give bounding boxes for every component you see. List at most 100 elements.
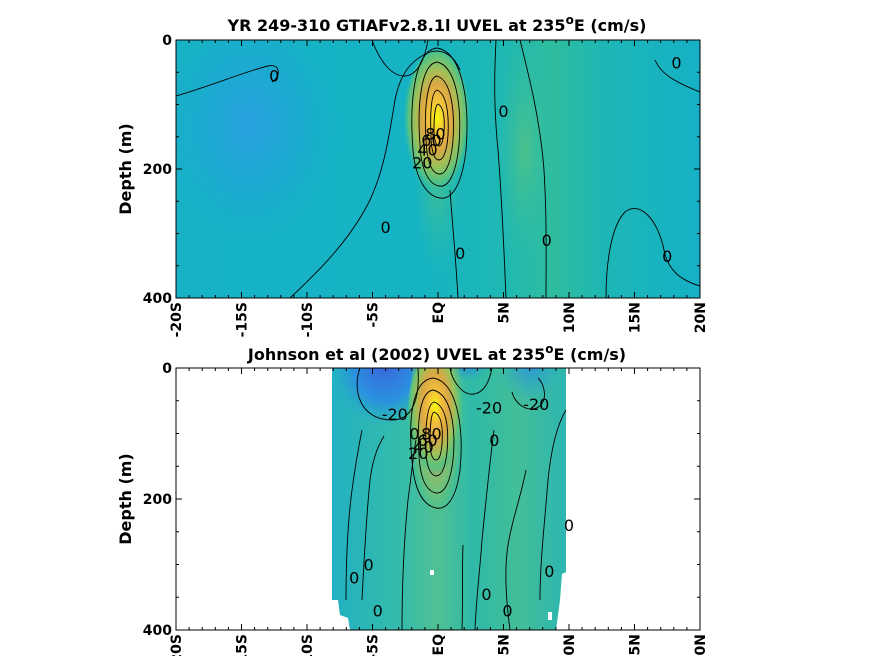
contour-label: 0 <box>542 231 552 250</box>
bottom-heatmap <box>332 368 567 630</box>
contour-label: -20 <box>476 398 502 417</box>
contour-label: 0 <box>498 102 508 121</box>
bottom-heatmap-gap <box>548 612 552 620</box>
bottom-panel: Johnson et al (2002) UVEL at 235oE (cm/s… <box>116 342 709 656</box>
bottom-contour-line <box>361 435 385 601</box>
bottom-x-axis: -20S -15S -10S -5S EQ 5N 10N 15N 20N <box>169 368 709 656</box>
y-tick-label: 400 <box>143 623 172 639</box>
bottom-contour-line <box>461 544 464 630</box>
x-tick-label: -20S <box>169 634 185 656</box>
top-contour-core <box>433 103 445 147</box>
top-panel: YR 249-310 GTIAFv2.8.1l UVEL at 235oE (c… <box>116 13 709 337</box>
x-tick-label: 10N <box>562 302 578 333</box>
top-contour-core <box>430 89 449 161</box>
contour-label: -20 <box>523 395 549 414</box>
bottom-heatmap-undercurrent-core <box>407 368 463 488</box>
top-contour-core <box>411 47 468 199</box>
bottom-contour-line <box>356 368 419 421</box>
x-tick-label: 10N <box>562 634 578 656</box>
bottom-contour-core <box>429 411 443 461</box>
bottom-heatmap-gap <box>430 570 434 575</box>
bottom-contour-line <box>449 368 493 395</box>
top-contour-line <box>289 50 461 298</box>
x-tick-label: -10S <box>300 302 316 337</box>
y-tick-label: 200 <box>143 162 172 178</box>
contour-label: 0 <box>564 516 574 535</box>
top-contour-line <box>605 208 700 298</box>
x-tick-label: 15N <box>628 634 644 656</box>
x-tick-label: -10S <box>300 634 316 656</box>
bottom-y-axis-label: Depth (m) <box>116 453 135 545</box>
bottom-panel-title: Johnson et al (2002) UVEL at 235oE (cm/s… <box>247 342 626 364</box>
contour-label: 0 <box>544 562 554 581</box>
contour-label: 40 <box>413 438 433 457</box>
x-tick-label: -20S <box>169 302 185 337</box>
contour-label: 0 <box>481 585 491 604</box>
x-tick-label: -5S <box>366 302 382 328</box>
top-heatmap-west-band <box>176 40 340 270</box>
x-tick-label: -5S <box>366 634 382 656</box>
top-heatmap-north-band <box>495 40 555 270</box>
contour-label: 0 <box>373 601 383 620</box>
bottom-contour-line <box>505 469 527 630</box>
x-tick-label: EQ <box>431 634 447 656</box>
x-tick-label: -15S <box>235 634 251 656</box>
y-tick-label: 0 <box>162 33 172 49</box>
x-tick-label: EQ <box>431 302 447 324</box>
x-tick-label: -15S <box>235 302 251 337</box>
top-contour-line <box>449 189 459 298</box>
contour-label: 0 <box>662 247 672 266</box>
top-x-axis: -20S -15S -10S -5S EQ 5N 10N 15N 20N <box>169 40 709 337</box>
bottom-contour-line <box>511 377 545 410</box>
top-contour-line <box>176 65 279 97</box>
top-y-axis-label: Depth (m) <box>116 123 135 215</box>
bottom-heatmap-east-westward <box>500 368 560 425</box>
x-tick-label: 5N <box>497 302 513 323</box>
top-contour-core <box>418 61 461 187</box>
contour-label: 0 <box>409 425 419 444</box>
bottom-contour-line <box>345 429 363 601</box>
contour-label: 0 <box>671 54 681 73</box>
bottom-contour-core <box>425 401 449 477</box>
bottom-contour-core <box>417 389 455 494</box>
top-contour-line <box>494 40 507 298</box>
y-tick-label: 0 <box>162 361 172 377</box>
bottom-contour-core <box>410 377 462 509</box>
bottom-contour-line <box>474 429 495 630</box>
contour-label: 60 <box>421 131 441 150</box>
top-heatmap-undercurrent-core <box>403 50 471 200</box>
top-contour-line <box>371 40 429 77</box>
x-tick-label: 20N <box>693 302 709 333</box>
contour-label: 0 <box>269 66 279 85</box>
contour-label: 0 <box>381 218 391 237</box>
top-heatmap <box>176 40 700 298</box>
x-tick-label: 15N <box>628 302 644 333</box>
y-tick-label: 200 <box>143 492 172 508</box>
contour-label: 80 <box>421 425 441 444</box>
bottom-contours <box>345 368 567 630</box>
top-contour-line <box>654 59 700 93</box>
contour-label: 20 <box>408 444 428 463</box>
contour-label: 0 <box>489 431 499 450</box>
contour-label: 40 <box>417 141 437 160</box>
bottom-contour-line <box>401 439 417 630</box>
top-panel-title: YR 249-310 GTIAFv2.8.1l UVEL at 235oE (c… <box>227 13 647 35</box>
contour-label: -20 <box>382 405 408 424</box>
top-contours <box>176 40 700 298</box>
contour-label: 20 <box>412 154 432 173</box>
top-contour-line <box>519 40 547 298</box>
contour-label: 60 <box>417 431 437 450</box>
contour-label: 0 <box>455 244 465 263</box>
contour-label: 0 <box>349 569 359 588</box>
y-tick-label: 400 <box>143 291 172 307</box>
x-tick-label: 5N <box>497 634 513 655</box>
bottom-contour-line <box>539 409 567 601</box>
contour-label: 0 <box>363 556 373 575</box>
x-tick-label: 20N <box>693 634 709 656</box>
top-contour-core <box>424 75 454 175</box>
